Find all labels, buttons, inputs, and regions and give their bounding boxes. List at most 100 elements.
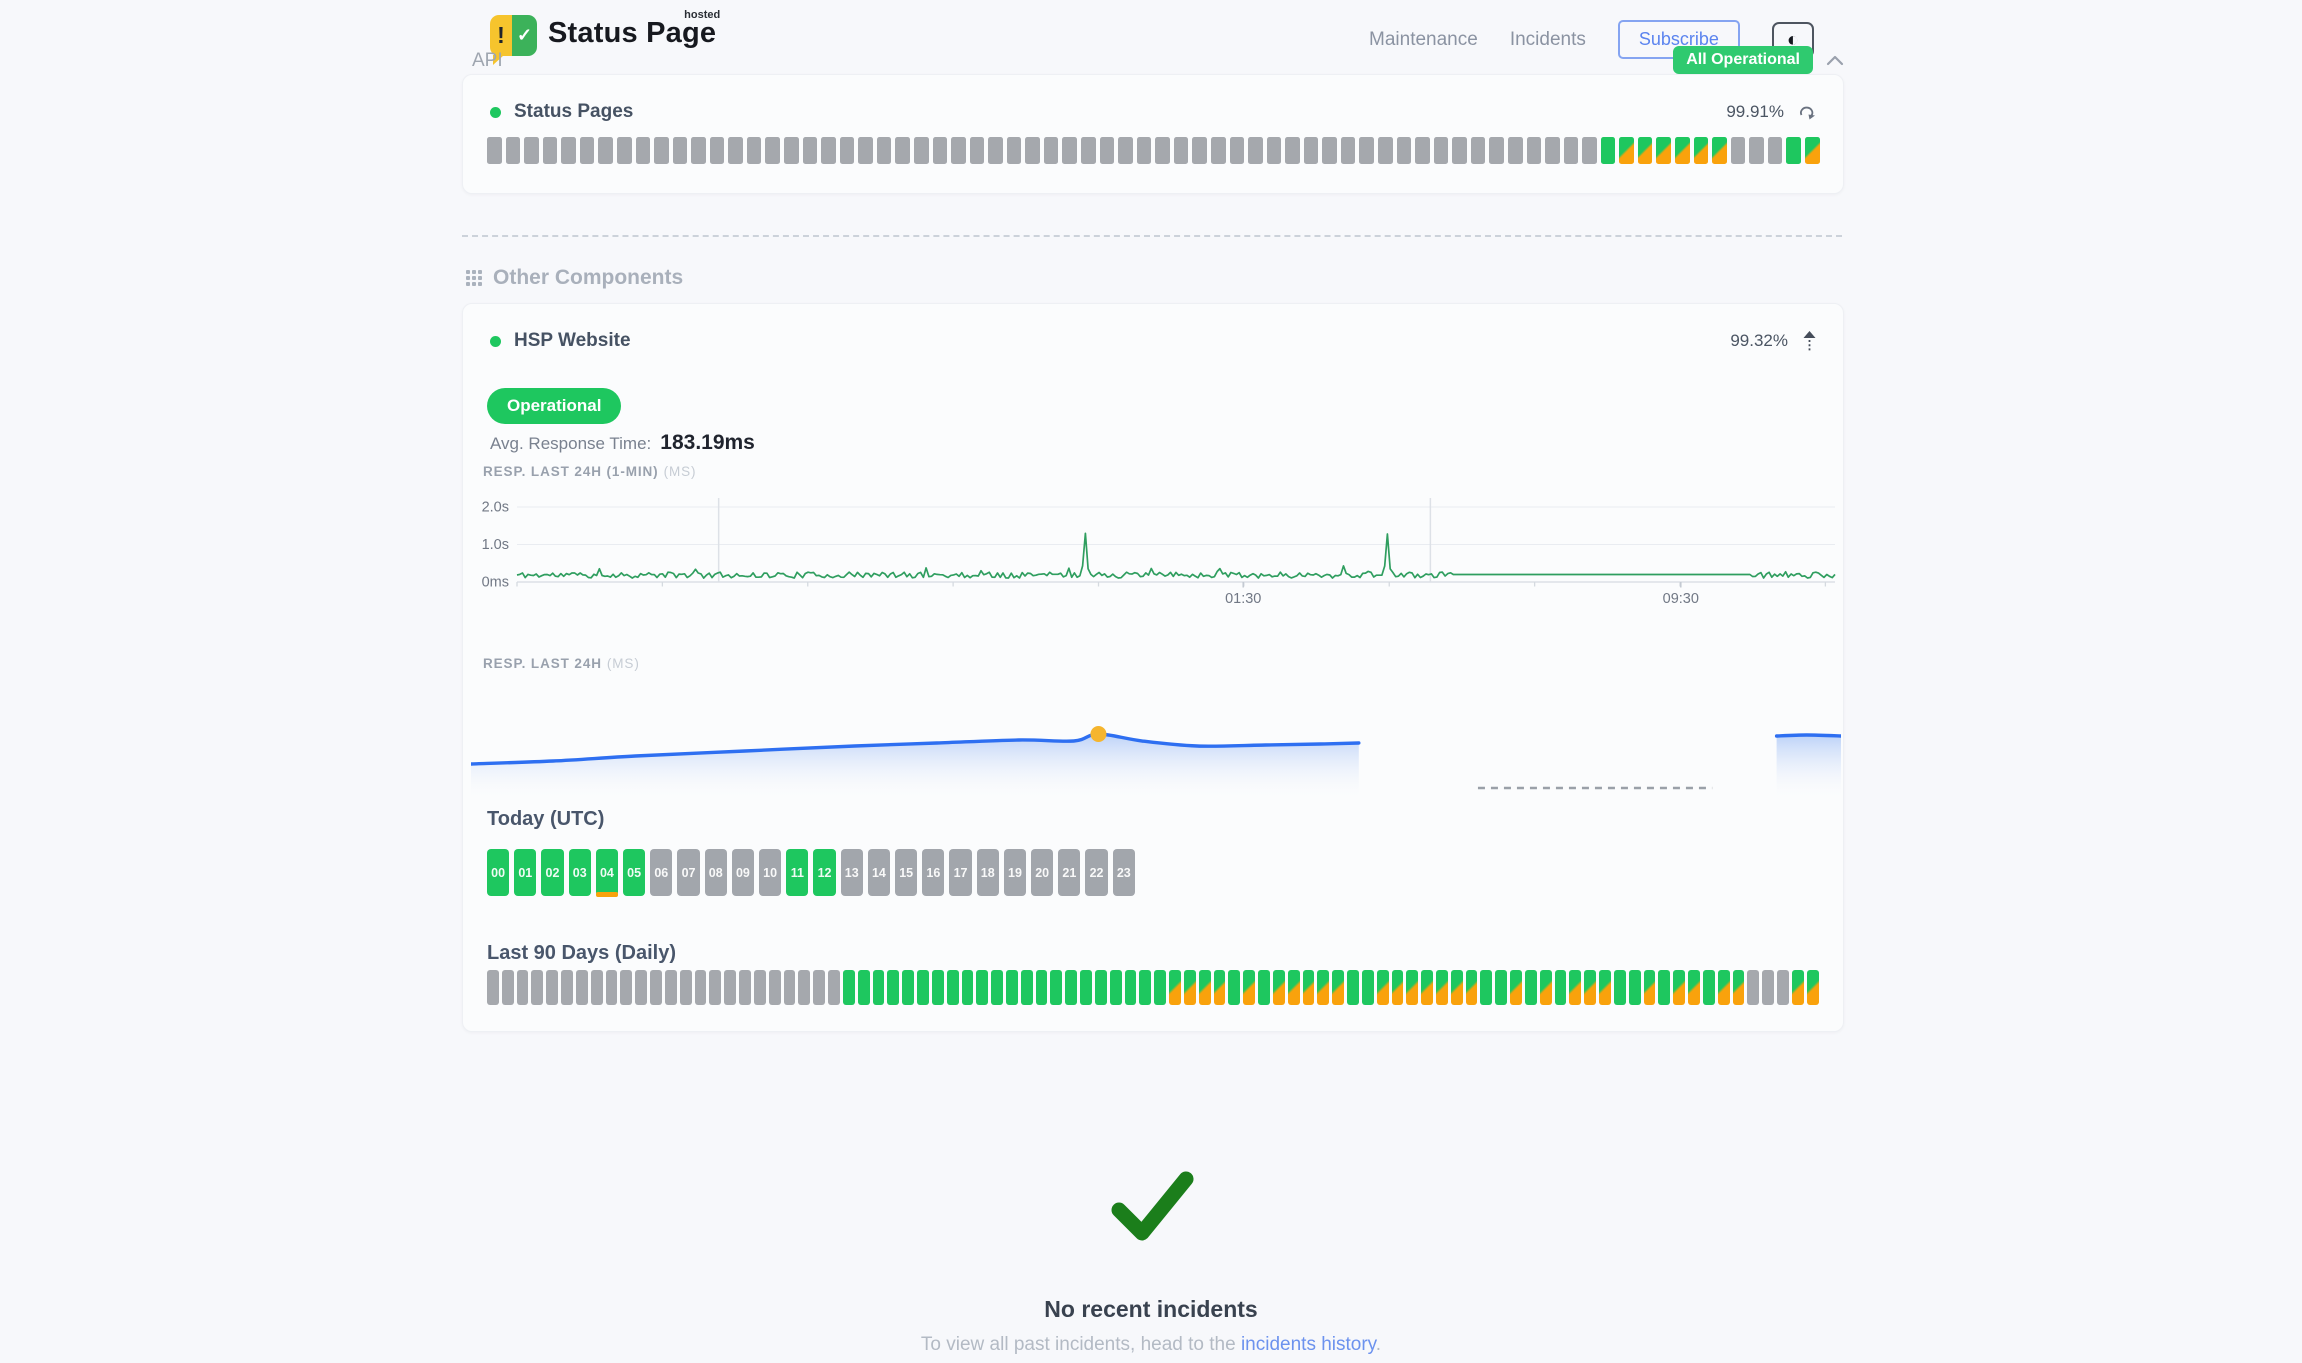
hour-label: 14 <box>871 865 886 880</box>
uptime-bar-empty <box>828 970 840 1005</box>
hour-label: 17 <box>953 865 968 880</box>
hour-block-09: 09 <box>731 849 755 896</box>
uptime-bar-empty <box>635 970 648 1005</box>
uptime-bar-empty <box>505 137 521 164</box>
uptime-bar-empty <box>1025 137 1040 164</box>
uptime-bar-empty <box>1229 137 1245 164</box>
uptime-bar-up <box>1628 970 1641 1005</box>
uptime-bar-empty <box>1396 137 1412 164</box>
trend-up-icon[interactable] <box>1803 330 1816 352</box>
hour-block-21: 21 <box>1058 849 1081 896</box>
logo-tail <box>493 55 504 65</box>
uptime-bar-empty <box>1507 137 1523 164</box>
avg-response-label: Avg. Response Time: <box>490 434 652 453</box>
nav-item-maintenance[interactable]: Maintenance <box>1369 28 1478 50</box>
today-hour-blocks: 00 01 02 03 04 05 06 07 08 09 10 11 12 13 14 15 16 17 18 19… <box>487 849 1135 897</box>
uptime-bar-up <box>1139 970 1152 1005</box>
hsp-website-row[interactable]: HSP Website 99.32% <box>490 328 1816 354</box>
hour-block-19: 19 <box>1003 849 1027 896</box>
uptime-bar-partial <box>1539 970 1552 1005</box>
resp-1min-label-row: RESP. LAST 24H (1-MIN) (MS) <box>483 464 696 479</box>
uptime-bar-up <box>917 970 929 1005</box>
grid-icon <box>466 270 482 286</box>
hour-block-14: 14 <box>867 849 891 896</box>
uptime-bar-empty <box>616 137 632 164</box>
uptime-bar-empty <box>1415 137 1430 164</box>
check-small-icon: ✓ <box>512 15 537 56</box>
uptime-bar-empty <box>1767 137 1783 164</box>
uptime-bar-up <box>946 970 959 1005</box>
uptime-bar-empty <box>1081 137 1096 164</box>
uptime-bar-partial <box>1421 970 1433 1005</box>
hour-block-06: 06 <box>650 849 673 896</box>
uptime-bar-up <box>902 970 915 1005</box>
uptime-bar-partial <box>1302 970 1315 1005</box>
uptime-bar-up <box>1554 970 1567 1005</box>
uptime-bar-up <box>872 970 885 1005</box>
uptime-bar-partial <box>1198 970 1211 1005</box>
uptime-bar-empty <box>605 970 618 1005</box>
uptime-bar-up <box>1005 970 1018 1005</box>
uptime-bar-empty <box>1433 137 1449 164</box>
uptime-bar-partial <box>1637 137 1653 164</box>
hour-block-17: 17 <box>949 849 972 896</box>
history-prefix: To view all past incidents, head to the <box>920 1334 1241 1355</box>
uptime-bar-partial <box>1688 970 1700 1005</box>
uptime-bar-empty <box>1303 137 1319 164</box>
uptime-bar-empty <box>753 970 766 1005</box>
hour-label: 09 <box>735 865 750 880</box>
uptime-bar-empty <box>1136 137 1152 164</box>
uptime-bar-empty <box>654 137 669 164</box>
uptime-bar-empty <box>1452 137 1467 164</box>
uptime-bar-partial <box>1272 970 1285 1005</box>
uptime-bar-empty <box>895 137 910 164</box>
brand-name: Status Page <box>548 17 717 49</box>
hour-label: 11 <box>790 865 804 880</box>
uptime-bar-empty <box>542 137 558 164</box>
uptime-bar-empty <box>1340 137 1356 164</box>
uptime-bar-empty <box>858 137 873 164</box>
uptime-percent: 99.91% <box>1726 102 1784 121</box>
uptime-bar-up <box>842 970 855 1005</box>
uptime-bars-status-pages <box>487 137 1820 164</box>
uptime-bar-empty <box>951 137 966 164</box>
uptime-bar-partial <box>1693 137 1709 164</box>
uptime-bar-empty <box>913 137 929 164</box>
uptime-bar-empty <box>813 970 826 1005</box>
last90-bars <box>487 970 1819 1005</box>
hour-block-00: 00 <box>487 849 510 896</box>
hour-label: 08 <box>708 865 723 880</box>
hour-block-23: 23 <box>1112 849 1135 896</box>
uptime-bar-up <box>857 970 870 1005</box>
status-pages-row[interactable]: Status Pages 99.91% <box>490 99 1816 125</box>
uptime-bar-partial <box>1673 970 1686 1005</box>
hour-block-12: 12 <box>813 849 836 896</box>
uptime-bar-empty <box>969 137 985 164</box>
collapse-chevron-icon[interactable] <box>1826 55 1844 66</box>
uptime-bar-partial <box>1436 970 1448 1005</box>
uptime-bar-partial <box>1465 970 1478 1005</box>
status-badge-operational: Operational <box>487 388 622 424</box>
hour-label: 10 <box>763 865 778 880</box>
incidents-history-link[interactable]: incidents history <box>1240 1334 1376 1355</box>
uptime-bar-up <box>1361 970 1374 1005</box>
nav-item-incidents[interactable]: Incidents <box>1509 28 1586 50</box>
svg-text:0ms: 0ms <box>482 575 509 591</box>
uptime-bar-empty <box>694 970 707 1005</box>
overall-status-badge: All Operational <box>1673 46 1813 74</box>
uptime-bar-up <box>1050 970 1063 1005</box>
uptime-bar-partial <box>1806 970 1819 1005</box>
uptime-bar-partial <box>1317 970 1330 1005</box>
uptime-bar-empty <box>1747 970 1760 1005</box>
brand-superscript: hosted <box>684 9 721 21</box>
uptime-bar-up <box>1347 970 1359 1005</box>
uptime-bar-partial <box>1599 970 1611 1005</box>
refresh-icon[interactable] <box>1799 105 1816 120</box>
hour-block-13: 13 <box>840 849 863 896</box>
hour-block-05: 05 <box>623 849 646 896</box>
status-dot <box>490 106 501 118</box>
uptime-bar-empty <box>635 137 651 164</box>
hour-label: 05 <box>627 865 642 880</box>
no-incidents-title: No recent incidents <box>1044 1296 1258 1322</box>
check-icon <box>1111 1171 1194 1241</box>
